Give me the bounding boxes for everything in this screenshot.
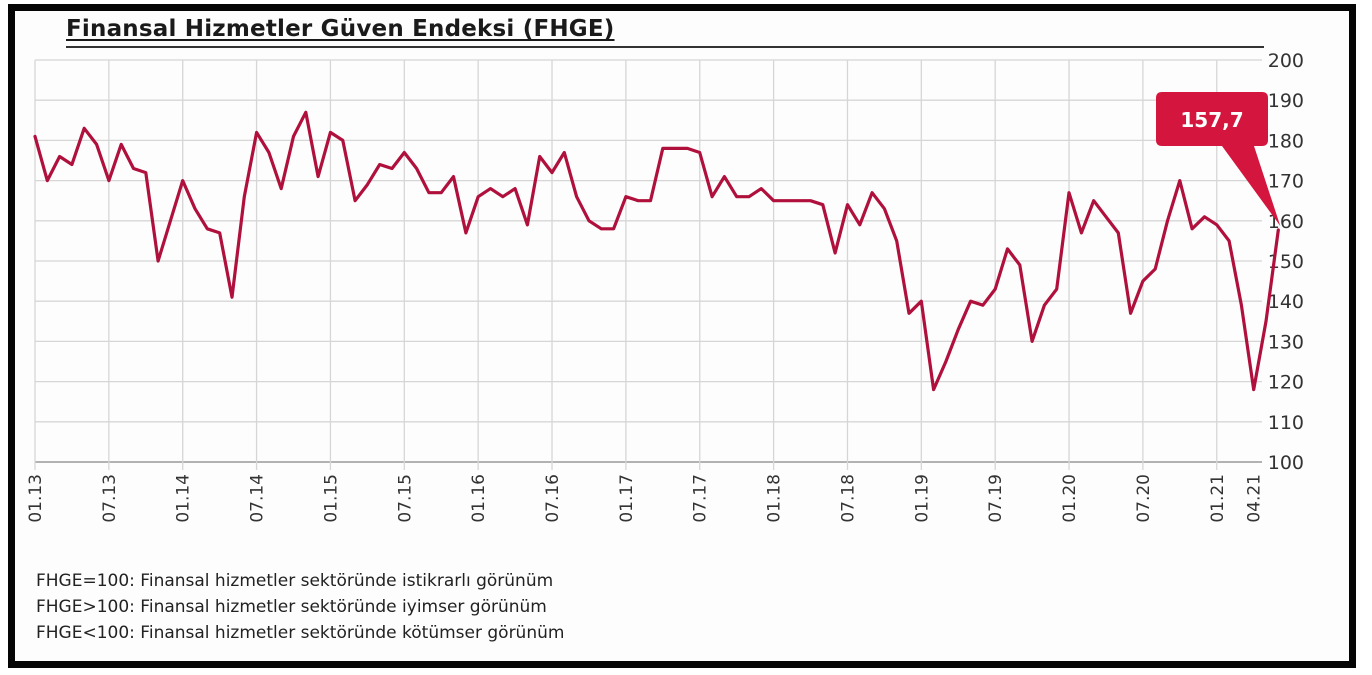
x-tick-label: 07.16	[543, 474, 563, 523]
y-tick-label: 100	[1268, 452, 1304, 474]
x-tick-label: 01.17	[617, 474, 637, 523]
grid-lines	[34, 59, 1262, 470]
chart-frame	[8, 4, 1356, 668]
x-tick-label: 04.21	[1245, 474, 1265, 523]
y-tick-label: 130	[1268, 331, 1304, 353]
y-tick-label: 180	[1268, 130, 1304, 152]
y-tick-label: 200	[1268, 50, 1304, 72]
fhge-series-line	[33, 110, 1280, 392]
x-tick-label: 01.16	[469, 474, 489, 523]
x-tick-label: 07.13	[100, 474, 120, 523]
x-tick-label: 07.19	[986, 474, 1006, 523]
note-optimistic: FHGE>100: Finansal hizmetler sektöründe …	[36, 597, 547, 617]
y-tick-label: 120	[1268, 372, 1304, 394]
callout-value: 157,7	[1180, 108, 1243, 132]
x-tick-label: 01.20	[1060, 474, 1080, 523]
x-tick-label: 07.20	[1134, 474, 1154, 523]
y-tick-label: 140	[1268, 291, 1304, 313]
x-axis: 01.13 07.13 01.14 07.14 01.15 07.15 01.16 07.16…	[26, 474, 1265, 523]
x-tick-label: 01.14	[174, 474, 194, 523]
y-tick-label: 170	[1268, 171, 1304, 193]
note-pessimistic: FHGE<100: Finansal hizmetler sektöründe …	[36, 623, 565, 643]
x-tick-label: 07.14	[248, 474, 268, 523]
value-callout: 157,7	[1156, 92, 1281, 227]
x-tick-label: 07.15	[395, 474, 415, 523]
note-stable: FHGE=100: Finansal hizmetler sektöründe …	[36, 571, 554, 591]
y-tick-label: 110	[1268, 412, 1304, 434]
title-rule: Finansal Hizmetler Güven Endeksi (FHGE)	[66, 16, 1264, 48]
x-tick-label: 01.13	[26, 474, 46, 523]
x-tick-label: 01.18	[765, 474, 785, 523]
y-tick-label: 150	[1268, 251, 1304, 273]
legend-notes: FHGE=100: Finansal hizmetler sektöründe …	[36, 568, 564, 646]
y-tick-label: 190	[1268, 90, 1304, 112]
x-tick-label: 01.21	[1208, 474, 1228, 523]
x-tick-label: 01.19	[912, 474, 932, 523]
x-tick-label: 07.18	[838, 474, 858, 523]
chart-title: Finansal Hizmetler Güven Endeksi (FHGE)	[66, 16, 615, 42]
x-tick-label: 07.17	[691, 474, 711, 523]
callout-bubble	[1156, 92, 1281, 227]
x-tick-label: 01.15	[321, 474, 341, 523]
